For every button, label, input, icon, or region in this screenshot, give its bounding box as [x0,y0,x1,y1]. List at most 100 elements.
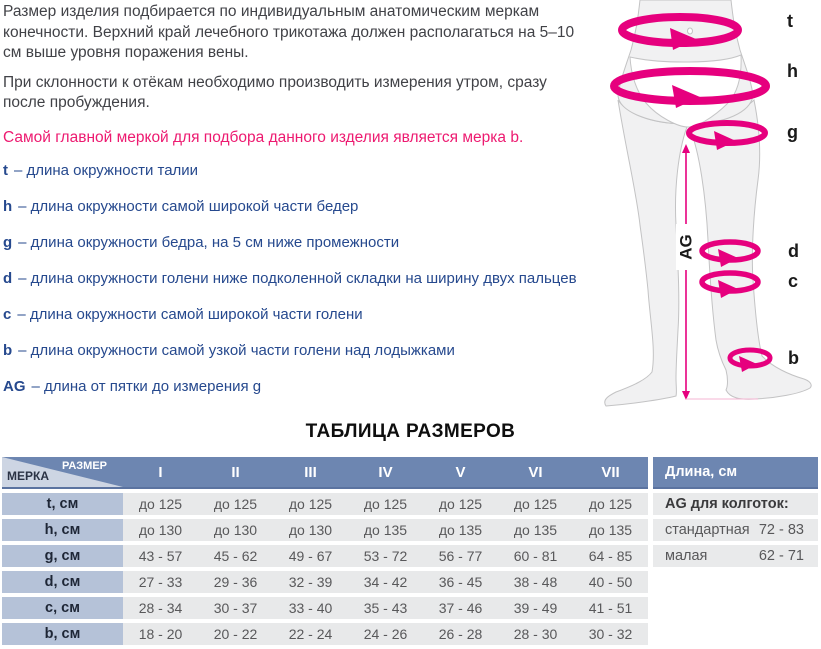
intro-paragraph-2: При склонности к отёкам необходимо произ… [3,73,547,112]
definition-text: – длина окружности голени ниже подколенн… [18,269,577,287]
intro-paragraph-1: Размер изделия подбирается по индивидуал… [3,3,575,61]
ag-arrow-up-icon [682,144,690,153]
cell: 26 - 28 [423,623,498,645]
cell: 40 - 50 [573,571,648,593]
column-header-4: IV [348,457,423,489]
table-row-d: d, см 27 - 33 29 - 36 32 - 39 34 - 42 36… [2,571,648,593]
cell: 41 - 51 [573,597,648,619]
size-table-header-row: РАЗМЕР МЕРКА I II III IV V VI VII [2,457,648,489]
cell: до 135 [423,519,498,541]
row-label: g, см [2,545,123,567]
cell: 28 - 34 [123,597,198,619]
cell: до 125 [423,493,498,515]
cell: 56 - 77 [423,545,498,567]
calf-circumference-arrow [699,270,761,298]
cell: до 130 [123,519,198,541]
cell: до 125 [273,493,348,515]
table-row-c: c, см 28 - 34 30 - 37 33 - 40 35 - 43 37… [2,597,648,619]
key-measure-note: Самой главной меркой для подбора данного… [3,128,524,146]
cell: 29 - 36 [198,571,273,593]
cell: 28 - 30 [498,623,573,645]
definition-key: b [3,341,13,359]
below-knee-circumference-arrow [699,239,761,267]
cell: до 125 [123,493,198,515]
row-label: d, см [2,571,123,593]
definition-text: – длина окружности самой широкой части б… [18,197,359,215]
row-label: t, см [2,493,123,515]
ankle-circumference-arrow [727,347,773,372]
cell: до 125 [498,493,573,515]
row-label: h, см [2,519,123,541]
length-panel-subheader: AG для колготок: [653,493,818,515]
cell: 45 - 62 [198,545,273,567]
cell: 35 - 43 [348,597,423,619]
cell: 36 - 45 [423,571,498,593]
cell: 38 - 48 [498,571,573,593]
cell: 34 - 42 [348,571,423,593]
length-option-standard: стандартная 72 - 83 [653,519,818,541]
definition-h: h – длина окружности самой широкой части… [3,188,577,224]
cell: 32 - 39 [273,571,348,593]
cell: 30 - 37 [198,597,273,619]
definition-b: b – длина окружности самой узкой части г… [3,332,577,368]
ag-arrow-down-icon [682,391,690,400]
table-row-h: h, см до 130 до 130 до 130 до 135 до 135… [2,519,648,541]
length-option-range: 72 - 83 [758,522,804,538]
definition-key: h [3,197,13,215]
diagram-label-g: g [787,122,798,142]
column-header-3: III [273,457,348,489]
length-panel: Длина, см AG для колготок: стандартная 7… [653,457,818,567]
ag-label-backing [676,224,696,270]
definition-ag: AG – длина от пятки до измерения g [3,368,577,404]
diagram-label-c: c [788,271,798,291]
measurement-definitions: t – длина окружности талии h – длина окр… [3,152,577,404]
column-header-6: VI [498,457,573,489]
column-header-5: V [423,457,498,489]
length-option-small: малая 62 - 71 [653,545,818,567]
ag-label: AG [677,234,696,260]
cell: 60 - 81 [498,545,573,567]
diagram-label-t: t [787,11,793,31]
cell: 37 - 46 [423,597,498,619]
cell: до 135 [498,519,573,541]
cell: 22 - 24 [273,623,348,645]
cell: 18 - 20 [123,623,198,645]
length-panel-header: Длина, см [653,457,818,489]
table-row-g: g, см 43 - 57 45 - 62 49 - 67 53 - 72 56… [2,545,648,567]
row-label: b, см [2,623,123,645]
cell: до 135 [348,519,423,541]
definition-text: – длина окружности бедра, на 5 см ниже п… [18,233,400,251]
definition-text: – длина окружности самой узкой части гол… [18,341,455,359]
navel [687,27,693,35]
definition-key: t [3,161,8,179]
column-header-1: I [123,457,198,489]
definition-text: – длина от пятки до измерения g [31,377,262,395]
row-label: c, см [2,597,123,619]
hip-circumference-arrow [610,67,770,108]
column-header-2: II [198,457,273,489]
cell: до 135 [573,519,648,541]
legs-illustration: AG [604,0,812,407]
definition-g: g – длина окружности бедра, на 5 см ниже… [3,224,577,260]
right-leg-shape [687,98,812,400]
cell: 39 - 49 [498,597,573,619]
cell: до 125 [198,493,273,515]
length-option-range: 62 - 71 [758,548,804,564]
corner-cell: РАЗМЕР МЕРКА [2,457,123,489]
definition-key: g [3,233,13,251]
diagram-label-b: b [788,348,799,368]
diagram-label-d: d [788,241,799,261]
cell: 49 - 67 [273,545,348,567]
definition-key: c [3,305,12,323]
length-option-name: малая [665,548,708,564]
cell: 43 - 57 [123,545,198,567]
size-table-title: ТАБЛИЦА РАЗМЕРОВ [305,421,516,442]
column-header-7: VII [573,457,648,489]
length-option-name: стандартная [665,522,750,538]
corner-merka-label: МЕРКА [7,469,49,483]
definition-key: d [3,269,13,287]
corner-size-label: РАЗМЕР [61,460,107,472]
diagram-label-h: h [787,61,798,81]
definition-key: AG [3,377,26,395]
